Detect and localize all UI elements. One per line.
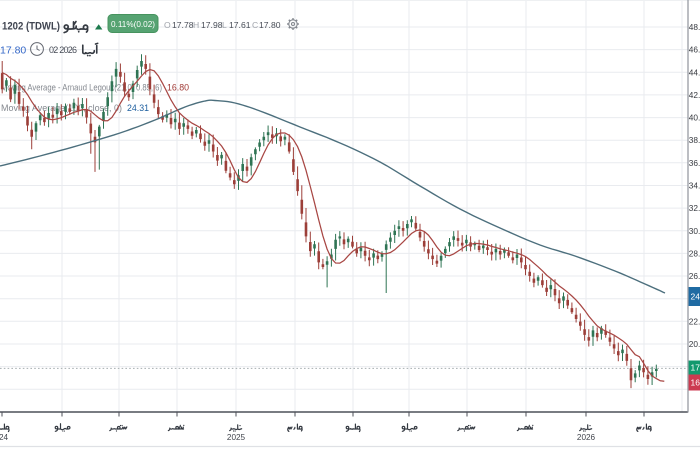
svg-text:H: H bbox=[193, 20, 199, 30]
svg-text:02 2026: 02 2026 bbox=[49, 45, 77, 55]
svg-text:L: L bbox=[222, 20, 227, 30]
svg-text:46.00: 46.00 bbox=[689, 45, 700, 55]
svg-text:28.00: 28.00 bbox=[689, 248, 700, 258]
svg-text:17.80: 17.80 bbox=[0, 45, 26, 57]
svg-text:17.98: 17.98 bbox=[201, 20, 223, 30]
svg-text:1202 (TDWL): 1202 (TDWL) bbox=[2, 21, 60, 33]
svg-text:34.00: 34.00 bbox=[689, 181, 700, 191]
svg-text:20.00: 20.00 bbox=[689, 339, 700, 349]
svg-text:0.11%(0.02): 0.11%(0.02) bbox=[111, 20, 155, 29]
svg-text:2026: 2026 bbox=[577, 433, 596, 442]
svg-text:38.00: 38.00 bbox=[689, 135, 700, 145]
svg-text:42.00: 42.00 bbox=[689, 90, 700, 100]
svg-text:16.80: 16.80 bbox=[691, 378, 700, 388]
svg-text:44.00: 44.00 bbox=[689, 67, 700, 77]
svg-text:32.00: 32.00 bbox=[689, 203, 700, 213]
svg-text:30.00: 30.00 bbox=[689, 226, 700, 236]
svg-text:16.80: 16.80 bbox=[167, 83, 189, 93]
svg-text:17.78: 17.78 bbox=[172, 20, 194, 30]
svg-text:17.80: 17.80 bbox=[691, 363, 700, 373]
svg-text:Moving Average - Arnaud Legoux: Moving Average - Arnaud Legoux(21.0, 0.8… bbox=[1, 83, 162, 93]
svg-text:C: C bbox=[252, 20, 258, 30]
svg-text:40.00: 40.00 bbox=[689, 113, 700, 123]
svg-text:24.31: 24.31 bbox=[127, 103, 149, 113]
svg-text:O: O bbox=[164, 20, 171, 30]
svg-text:36.00: 36.00 bbox=[689, 158, 700, 168]
svg-text:17.80: 17.80 bbox=[259, 20, 281, 30]
svg-text:26.00: 26.00 bbox=[689, 271, 700, 281]
svg-text:17.61: 17.61 bbox=[229, 20, 251, 30]
svg-text:2024: 2024 bbox=[0, 433, 9, 442]
svg-text:2025: 2025 bbox=[227, 433, 246, 442]
svg-text:24.31: 24.31 bbox=[691, 292, 700, 302]
svg-text:48.00: 48.00 bbox=[689, 22, 700, 32]
svg-text:22.00: 22.00 bbox=[689, 316, 700, 326]
